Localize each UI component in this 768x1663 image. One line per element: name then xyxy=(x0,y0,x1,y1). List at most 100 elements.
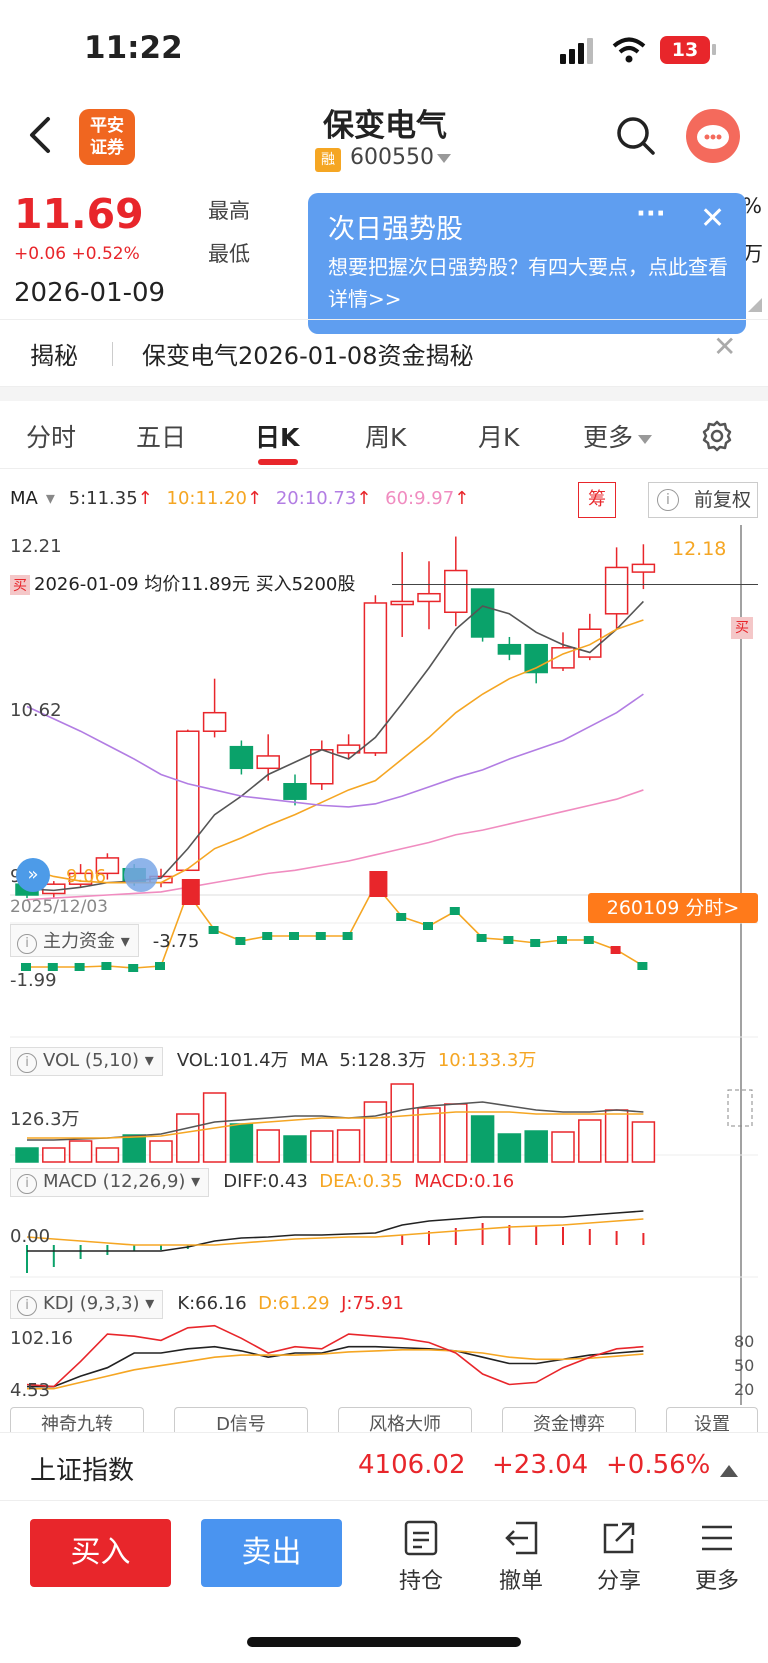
more-button[interactable]: 更多 xyxy=(682,1519,752,1595)
tab-monthly-k[interactable]: 月K xyxy=(478,423,520,452)
back-icon[interactable] xyxy=(26,115,56,155)
funds-bar xyxy=(235,937,246,945)
funds-bar xyxy=(128,964,139,972)
info-icon: i xyxy=(17,1296,37,1316)
macd-selector[interactable]: i MACD (12,26,9) ▾ xyxy=(10,1168,210,1197)
candle-body xyxy=(283,783,307,800)
index-value: 4106.02 xyxy=(358,1450,466,1480)
vol-ma10: 10:133.3万 xyxy=(437,1050,537,1071)
quote-fragment: % xyxy=(742,194,762,218)
expand-icon[interactable]: » xyxy=(16,858,50,892)
adjust-mode-label: 前复权 xyxy=(693,489,751,511)
d-line xyxy=(27,1349,644,1390)
vol-header: i VOL (5,10) ▾ VOL:101.4万 MA 5:128.3万 10:1… xyxy=(10,1046,536,1076)
trade-note[interactable]: 买 2026-01-09 均价11.89元 买入5200股 xyxy=(10,570,356,596)
ma60-value: 60:9.97 xyxy=(385,488,455,509)
share-button[interactable]: 分享 xyxy=(584,1519,654,1595)
info-icon: i xyxy=(17,1053,37,1073)
search-icon[interactable] xyxy=(614,114,656,156)
candle-body xyxy=(229,745,254,770)
volume-bar xyxy=(95,1147,120,1163)
volume-bar xyxy=(310,1130,334,1163)
close-icon[interactable]: ✕ xyxy=(713,330,737,363)
kdj-axis-bottom: 4.53 xyxy=(10,1380,51,1401)
diff-line xyxy=(27,1210,644,1252)
fund-reveal-bar[interactable]: 揭秘 保变电气2026-01-08资金揭秘 ✕ xyxy=(0,319,768,387)
tab-five-day[interactable]: 五日 xyxy=(136,423,187,452)
ma5-value: 5:11.35 xyxy=(68,488,138,509)
app-logo[interactable]: 平安 证券 xyxy=(79,109,135,165)
cancel-order-label: 撤单 xyxy=(498,1569,543,1594)
candle-body xyxy=(470,588,495,638)
chevron-down-icon[interactable]: ▾ xyxy=(45,488,55,509)
sell-button[interactable]: 卖出 xyxy=(201,1519,342,1587)
tab-more[interactable]: 更多 xyxy=(583,418,653,454)
collapse-icon[interactable] xyxy=(124,858,158,892)
funds-header: i 主力资金 ▾ -3.75 xyxy=(10,924,199,957)
vol-ma5-line xyxy=(27,1101,644,1141)
volume-bar xyxy=(470,1115,495,1163)
high-mark: 12.18 xyxy=(672,538,727,560)
info-icon: i xyxy=(17,934,37,954)
funds-bar xyxy=(181,879,200,905)
j-line xyxy=(26,1324,644,1388)
up-arrow-icon: ↑ xyxy=(356,488,372,509)
gear-icon[interactable] xyxy=(700,419,734,453)
funds-bar xyxy=(476,934,487,942)
kdj-axis-top: 102.16 xyxy=(10,1328,73,1349)
share-label: 分享 xyxy=(596,1569,641,1594)
up-arrow-icon: ↑ xyxy=(137,488,153,509)
cancel-order-button[interactable]: 撤单 xyxy=(486,1519,556,1595)
popup-body[interactable]: 想要把握次日强势股？有四大要点，点此查看详情>> xyxy=(328,255,728,311)
volume-bar xyxy=(336,1129,361,1163)
intraday-button[interactable]: 260109 分时> xyxy=(588,893,758,923)
macd-dea: DEA:0.35 xyxy=(319,1171,403,1192)
info-icon: i xyxy=(657,489,679,511)
macd-value: MACD:0.16 xyxy=(414,1171,515,1192)
candle-body xyxy=(256,755,280,770)
macd-axis: 0.00 xyxy=(10,1226,51,1247)
tab-daily-k[interactable]: 日K xyxy=(255,423,300,452)
holdings-label: 持仓 xyxy=(398,1569,443,1594)
holdings-button[interactable]: 持仓 xyxy=(386,1519,456,1595)
funds-bar xyxy=(449,907,460,915)
candle-body xyxy=(202,711,227,732)
index-bar[interactable]: 上证指数 4106.02 +23.04 +0.56% xyxy=(0,1432,768,1500)
assistant-avatar[interactable] xyxy=(686,109,740,163)
funds-selector[interactable]: i 主力资金 ▾ xyxy=(10,924,139,957)
volume-bar xyxy=(604,1109,629,1163)
home-indicator xyxy=(247,1637,521,1647)
close-icon[interactable]: ✕ xyxy=(700,201,726,236)
macd-header: i MACD (12,26,9) ▾ DIFF:0.43 DEA:0.35 MACD… xyxy=(10,1168,514,1197)
chip-distribution-button[interactable]: 筹 xyxy=(578,482,616,518)
more-icon[interactable]: ··· xyxy=(636,199,666,229)
candle-body xyxy=(336,744,361,754)
buy-button[interactable]: 买入 xyxy=(30,1519,171,1587)
reveal-text[interactable]: 保变电气2026-01-08资金揭秘 xyxy=(142,342,474,370)
tab-active-indicator xyxy=(258,459,298,465)
tab-intraday[interactable]: 分时 xyxy=(26,423,77,452)
quote-fragment: 万 xyxy=(742,242,763,266)
adjust-mode-button[interactable]: i 前复权 xyxy=(648,482,758,518)
macd-diff: DIFF:0.43 xyxy=(223,1171,308,1192)
vol-axis: 126.3万 xyxy=(10,1109,80,1130)
vol-selector[interactable]: i VOL (5,10) ▾ xyxy=(10,1047,163,1076)
tab-weekly-k[interactable]: 周K xyxy=(365,423,407,452)
funds-label: 主力资金 xyxy=(43,931,115,952)
stock-code[interactable]: 600550 xyxy=(350,145,434,170)
chevron-down-icon[interactable] xyxy=(436,153,452,165)
chevron-up-icon[interactable] xyxy=(720,1465,738,1477)
ma-legend: MA ▾ 5:11.35↑ 10:11.20↑ 20:10.73↑ 60:9.97… xyxy=(10,488,477,509)
promo-popup[interactable]: 次日强势股 ··· ✕ 想要把握次日强势股？有四大要点，点此查看详情>> xyxy=(308,193,746,334)
candle-body xyxy=(363,602,388,754)
kdj-selector[interactable]: i KDJ (9,3,3) ▾ xyxy=(10,1290,164,1319)
k-line xyxy=(27,1345,644,1388)
logo-text-2: 证券 xyxy=(90,138,124,158)
share-icon xyxy=(603,1522,635,1554)
selection-box xyxy=(727,1089,753,1127)
kdj-level-50: 50 xyxy=(734,1356,755,1375)
candle-body xyxy=(631,563,656,573)
volume-bar xyxy=(551,1131,575,1163)
y-axis-mid: 10.62 xyxy=(10,700,62,721)
stock-chart[interactable] xyxy=(0,525,768,1410)
